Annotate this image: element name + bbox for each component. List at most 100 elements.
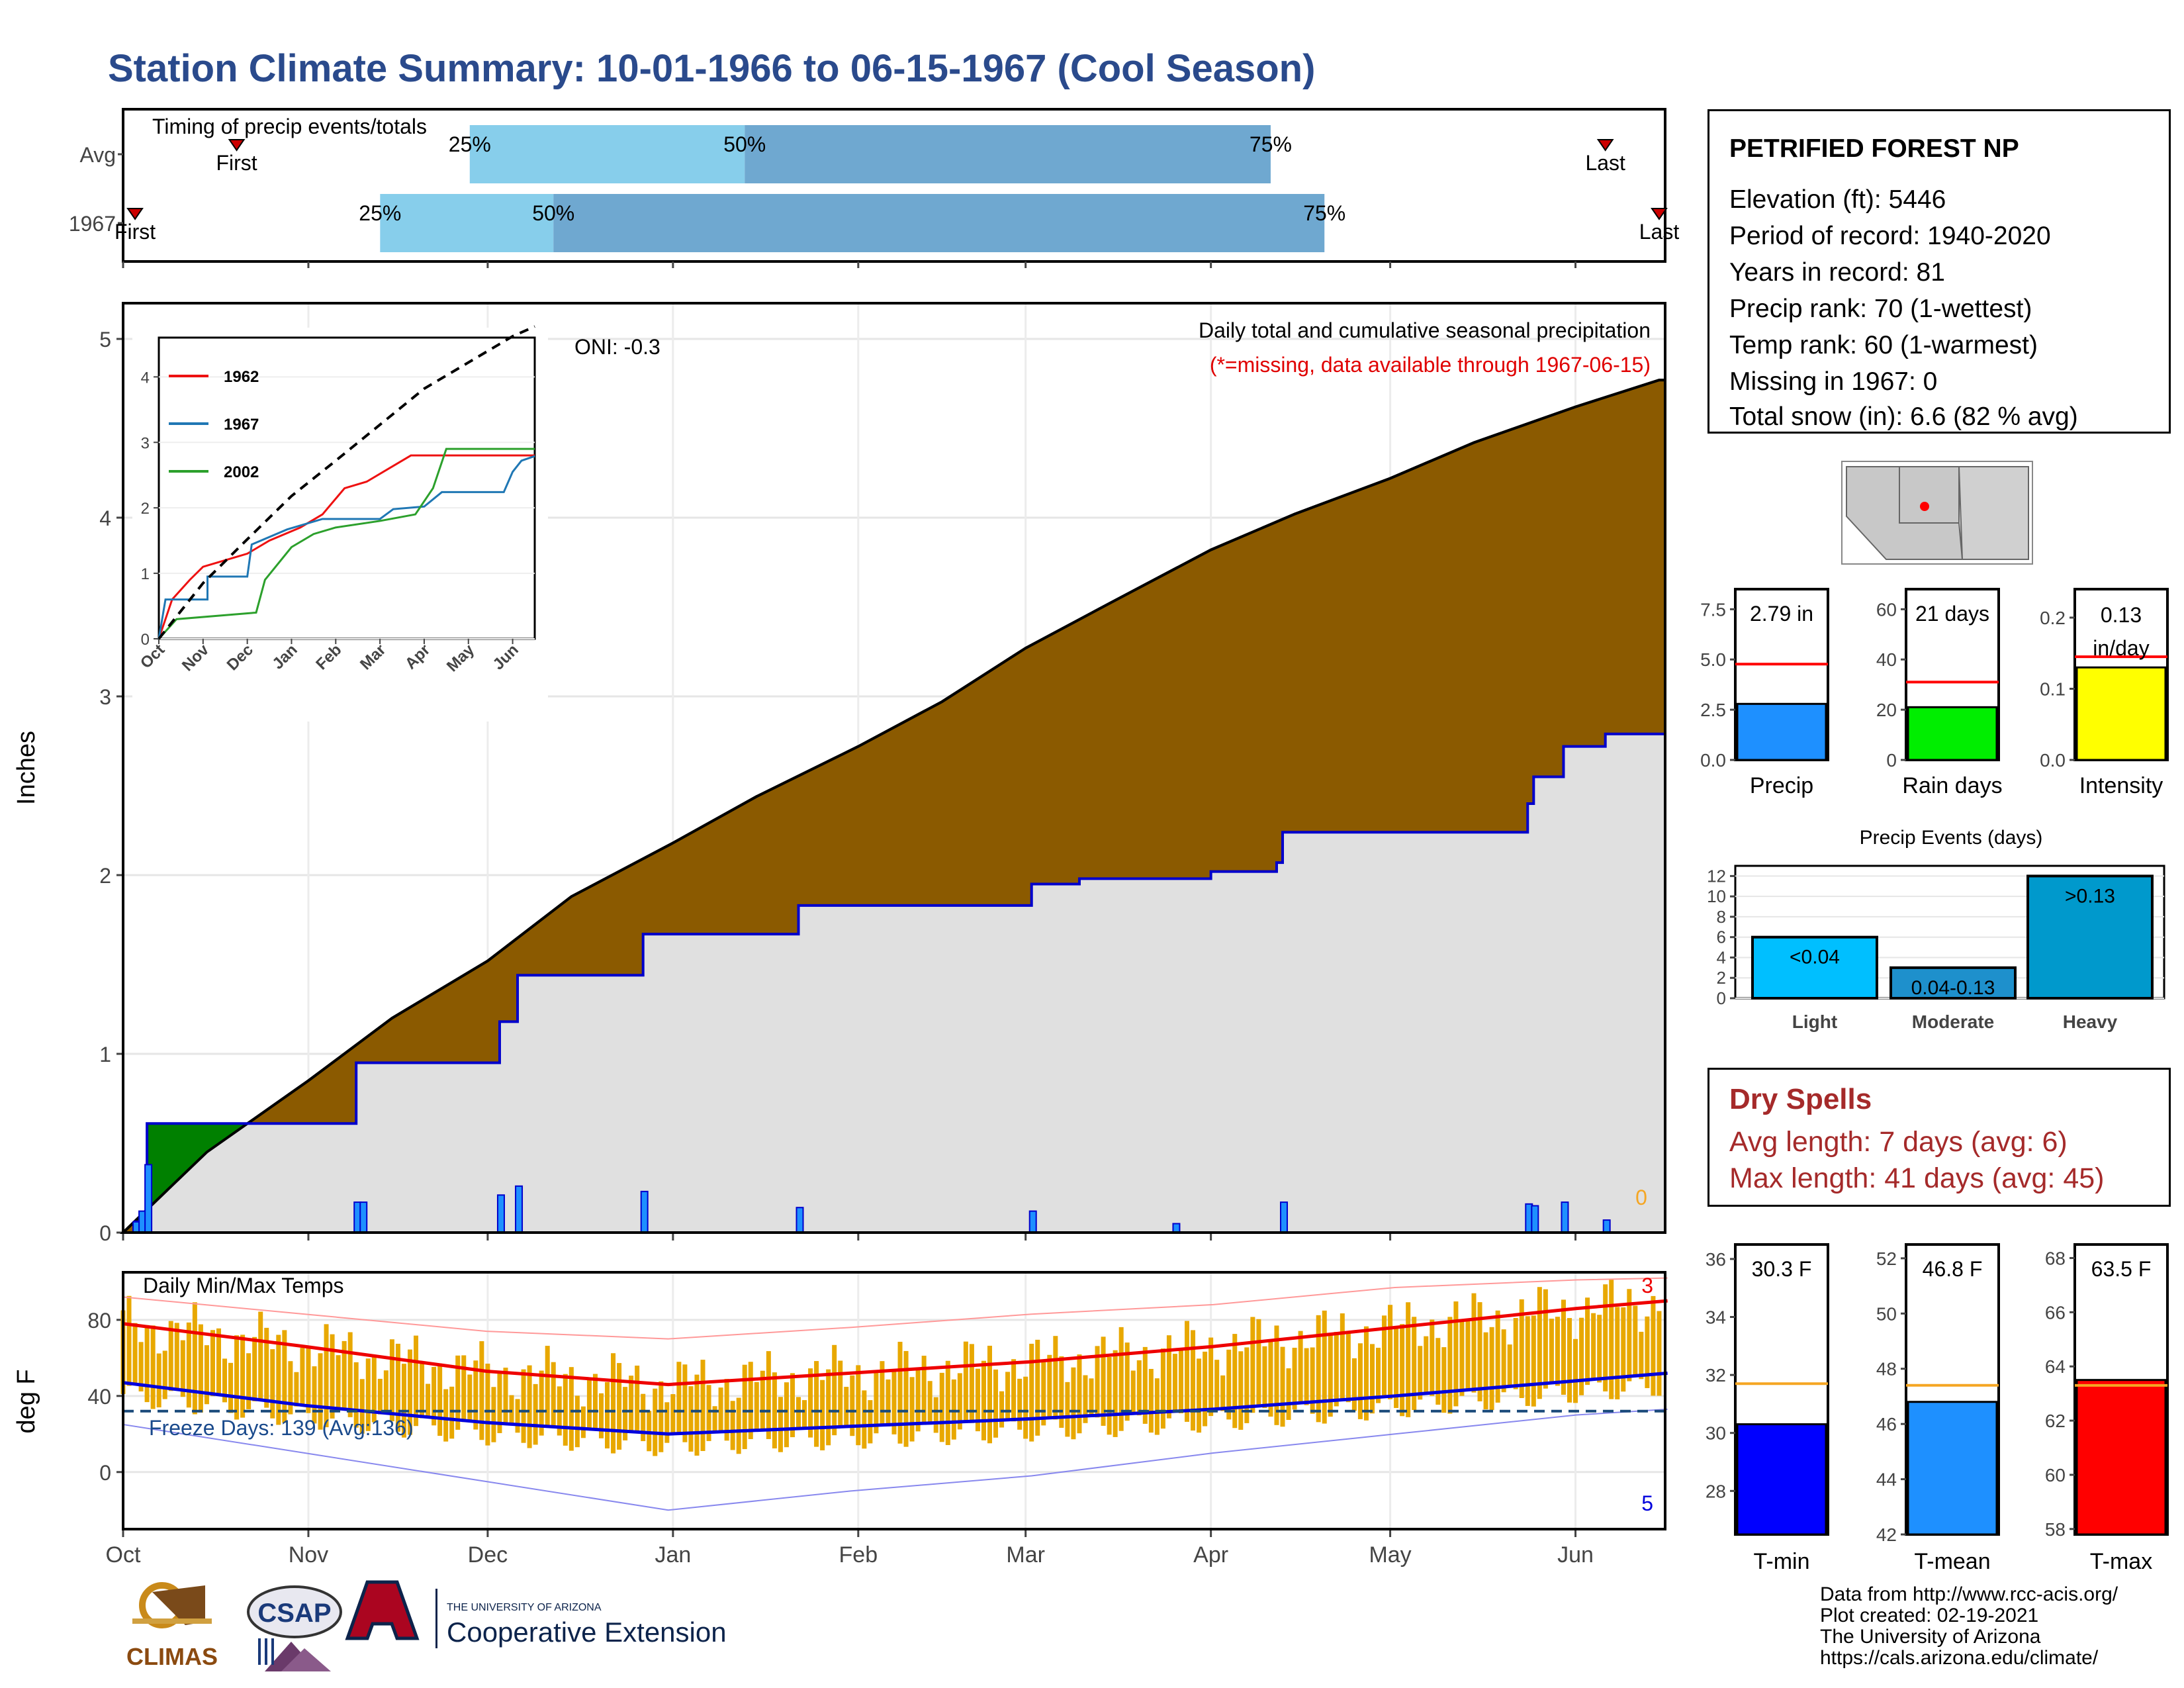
- daily-temp-range-bar: [1220, 1375, 1226, 1411]
- daily-temp-range-bar: [1154, 1378, 1160, 1435]
- daily-temp-range-bar: [1615, 1307, 1620, 1399]
- daily-temp-range-bar: [1083, 1375, 1088, 1423]
- daily-temp-range-bar: [1579, 1317, 1584, 1395]
- daily-temp-range-bar: [1262, 1346, 1267, 1409]
- daily-temp-range-bar: [383, 1370, 388, 1414]
- daily-precip-bar: [144, 1164, 153, 1234]
- daily-temp-range-bar: [1089, 1378, 1094, 1417]
- daily-temp-range-bar: [222, 1358, 228, 1403]
- daily-temp-range-bar: [909, 1377, 915, 1442]
- daily-temp-range-bar: [1621, 1307, 1626, 1392]
- station-precip-rank: Precip rank: 70 (1-wettest): [1729, 295, 2032, 323]
- daily-temp-range-bar: [748, 1362, 753, 1440]
- temp-y-tick-label: 0: [99, 1461, 111, 1485]
- daily-temp-range-bar: [192, 1302, 197, 1415]
- summary-bar: [1907, 706, 1998, 761]
- daily-temp-range-bar: [1244, 1347, 1250, 1423]
- daily-temp-range-bar: [1208, 1337, 1214, 1417]
- daily-temp-range-bar: [497, 1372, 502, 1433]
- csap-logo-text: CSAP: [257, 1599, 331, 1628]
- daily-temp-range-bar: [933, 1397, 938, 1433]
- daily-temp-range-bar: [659, 1381, 664, 1452]
- daily-temp-range-bar: [282, 1330, 287, 1423]
- daily-temp-range-bar: [401, 1364, 406, 1438]
- timing-bar-early: [469, 125, 745, 183]
- daily-precip-bar: [1280, 1201, 1289, 1233]
- ua-logo: THE UNIVERSITY OF ARIZONA Cooperative Ex…: [345, 1580, 727, 1648]
- daily-temp-range-bar: [1549, 1319, 1554, 1383]
- summary-y-tick-label: 60: [1876, 599, 1897, 620]
- csap-logo: CSAP: [247, 1585, 342, 1671]
- daily-temp-range-bar: [1238, 1351, 1244, 1430]
- summary-value-label: 21 days: [1915, 602, 1989, 626]
- daily-temp-range-bar: [1292, 1348, 1297, 1410]
- station-name: PETRIFIED FOREST NP: [1729, 134, 2019, 163]
- ua-logo-small-text: THE UNIVERSITY OF ARIZONA: [447, 1602, 602, 1613]
- daily-temp-range-bar: [371, 1356, 377, 1423]
- inset-legend-label: 1967: [224, 416, 259, 434]
- daily-temp-range-bar: [1071, 1367, 1076, 1440]
- daily-temp-range-bar: [886, 1379, 891, 1427]
- daily-temp-range-bar: [426, 1383, 431, 1418]
- temp-y-tick-label: 40: [87, 1385, 111, 1409]
- station-missing: Missing in 1967: 0: [1729, 367, 1938, 396]
- precip-events-bar: [2026, 874, 2154, 1000]
- daily-temp-range-bar: [432, 1366, 437, 1426]
- daily-temp-range-bar: [1657, 1311, 1662, 1396]
- year-cumulative-line: [123, 732, 1665, 1234]
- daily-temp-range-bar: [1501, 1329, 1506, 1393]
- daily-temp-range-bar: [724, 1379, 729, 1441]
- daily-temp-range-bar: [246, 1353, 251, 1409]
- daily-temp-range-bar: [1376, 1348, 1381, 1403]
- daily-temp-range-bar: [963, 1341, 968, 1423]
- daily-temp-range-bar: [796, 1397, 801, 1430]
- daily-temp-range-bar: [455, 1355, 461, 1430]
- record-max-line: [122, 1277, 1668, 1340]
- temp-bar-name: T-mean: [1914, 1549, 1990, 1574]
- daily-temp-range-bar: [694, 1374, 700, 1456]
- precip-events-y-tick-label: 10: [1707, 886, 1726, 906]
- temp-value-label: 63.5 F: [2091, 1257, 2152, 1281]
- record-min-line: [122, 1408, 1668, 1511]
- daily-temp-range-bar: [1633, 1305, 1638, 1376]
- summary-y-tick-label: 20: [1876, 700, 1897, 720]
- daily-temp-range-bar: [1197, 1358, 1202, 1433]
- daily-temp-range-bar: [479, 1341, 484, 1440]
- daily-temp-range-bar: [1280, 1346, 1285, 1427]
- daily-temp-range-bar: [1447, 1317, 1453, 1414]
- timing-bar-early: [380, 194, 554, 252]
- daily-temp-range-bar: [420, 1362, 425, 1419]
- daily-precip-bar: [1172, 1223, 1181, 1233]
- daily-temp-range-bar: [437, 1363, 443, 1436]
- daily-temp-range-bar: [491, 1387, 496, 1442]
- daily-temp-range-bar: [623, 1387, 628, 1441]
- daily-temp-range-bar: [347, 1332, 353, 1417]
- daily-temp-range-bar: [1627, 1289, 1632, 1382]
- precip-panel-title: Daily total and cumulative seasonal prec…: [1199, 318, 1651, 342]
- daily-temp-range-bar: [1011, 1359, 1017, 1422]
- daily-temp-range-bar: [844, 1387, 849, 1429]
- daily-temp-range-bar: [318, 1353, 323, 1430]
- summary-y-tick-label: 0.1: [2040, 679, 2066, 700]
- daily-temp-range-bar: [1573, 1338, 1578, 1403]
- timing-pct-label: 25%: [359, 201, 401, 225]
- oni-label: ONI: -0.3: [574, 335, 660, 359]
- precip-events-y-tick-label: 12: [1707, 866, 1726, 886]
- daily-temp-range-bar: [198, 1324, 203, 1413]
- precip-panel-subtitle: (*=missing, data available through 1967-…: [1210, 353, 1651, 377]
- summary-panel-name: Intensity: [2079, 773, 2163, 798]
- daily-temp-range-bar: [414, 1335, 419, 1427]
- daily-temp-range-bar: [706, 1385, 711, 1441]
- precip-events-y-tick-label: 2: [1717, 968, 1726, 988]
- temp-x-tick-label: Nov: [289, 1542, 328, 1568]
- daily-temp-range-bar: [945, 1360, 950, 1445]
- daily-temp-range-bar: [1357, 1343, 1363, 1419]
- inset-series-line: [158, 447, 535, 640]
- precip-events-bar-label: >0.13: [2065, 885, 2115, 907]
- daily-temp-range-bar: [1298, 1331, 1303, 1403]
- timing-pct-label: 50%: [723, 132, 766, 156]
- precip-events-y-tick-label: 4: [1717, 947, 1726, 967]
- inset-legend-label: 2002: [224, 463, 259, 481]
- dry-spells-box: Dry Spells Avg length: 7 days (avg: 6) M…: [1707, 1068, 2171, 1207]
- daily-temp-range-bar: [754, 1382, 759, 1432]
